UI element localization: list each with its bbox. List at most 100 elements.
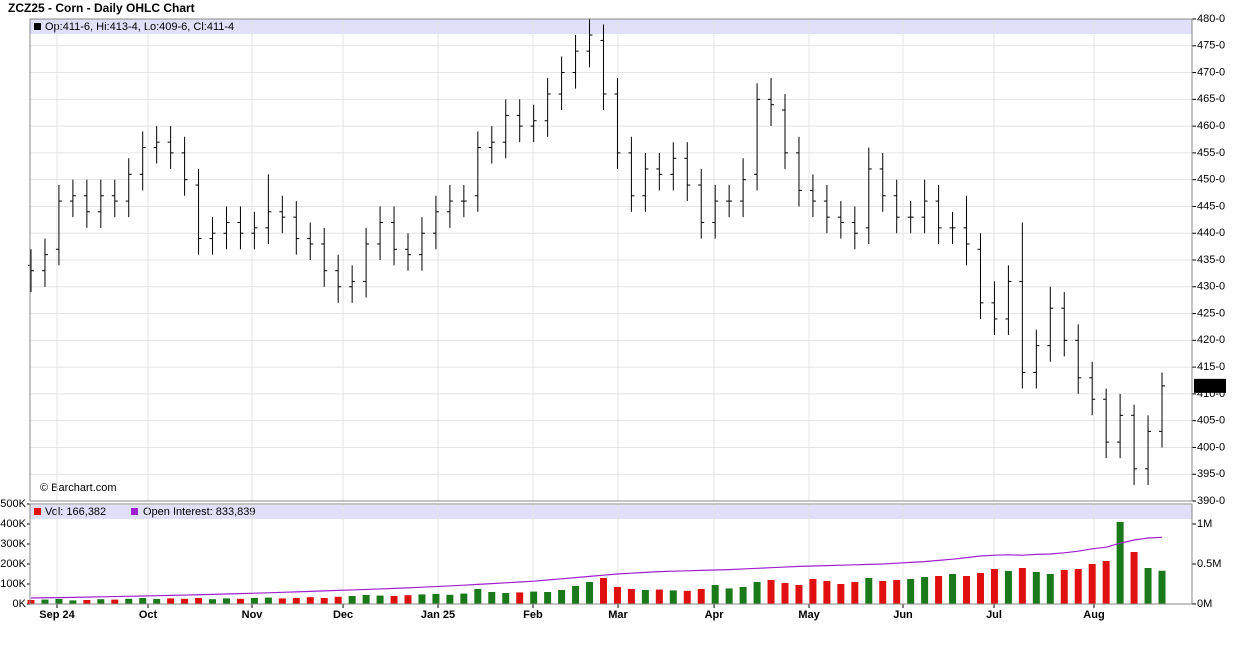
- volume-bar: [809, 579, 817, 604]
- y-tick-label: 390-0: [1197, 495, 1225, 507]
- volume-bar: [250, 598, 258, 604]
- y-tick-label: 415-0: [1197, 361, 1225, 373]
- volume-bar: [209, 599, 217, 604]
- legend-swatch: [34, 23, 41, 30]
- volume-bar: [1116, 522, 1124, 604]
- vol-tick-label: 100K: [0, 578, 26, 590]
- volume-bar: [348, 596, 356, 604]
- volume-bar: [586, 582, 594, 604]
- volume-bar: [362, 595, 370, 604]
- volume-bar: [1102, 561, 1110, 604]
- volume-bar: [963, 576, 971, 604]
- volume-bar: [865, 578, 873, 604]
- volume-bar: [1004, 571, 1012, 604]
- volume-bar: [306, 597, 314, 604]
- volume-bar: [530, 591, 538, 604]
- vol-tick-label: 400K: [0, 518, 26, 530]
- x-tick-label: Aug: [1083, 609, 1104, 621]
- x-tick-label: Sep 24: [39, 609, 75, 621]
- x-tick-label: Jun: [893, 609, 913, 621]
- volume-bar: [404, 595, 412, 604]
- price-legend: Op:411-6, Hi:413-4, Lo:409-6, Cl:411-4: [45, 21, 234, 33]
- volume-bar: [181, 598, 189, 604]
- volume-bar: [111, 599, 119, 604]
- volume-legend-band: [30, 505, 1192, 519]
- volume-bar: [41, 599, 49, 604]
- volume-bar: [1060, 570, 1068, 604]
- volume-bar: [641, 590, 649, 604]
- y-tick-label: 465-0: [1197, 93, 1225, 105]
- volume-bar: [278, 598, 286, 604]
- y-tick-label: 445-0: [1197, 200, 1225, 212]
- y-tick-label: 480-0: [1197, 13, 1225, 25]
- y-tick-label: 430-0: [1197, 281, 1225, 293]
- oi-tick-label: 0M: [1197, 598, 1212, 610]
- volume-bar: [976, 573, 984, 604]
- volume-bar: [474, 589, 482, 604]
- volume-bar: [97, 599, 105, 604]
- y-tick-label: 475-0: [1197, 40, 1225, 52]
- volume-bar: [613, 587, 621, 604]
- volume-bar: [502, 593, 510, 604]
- volume-bar: [683, 590, 691, 604]
- plot: 390-0395-0400-0405-0410-0415-0420-0425-0…: [0, 13, 1226, 621]
- volume-bar: [851, 582, 859, 604]
- volume-bar: [697, 589, 705, 604]
- vol-tick-label: 300K: [0, 538, 26, 550]
- volume-bar: [949, 574, 957, 604]
- volume-bar: [264, 597, 272, 604]
- volume-bar: [460, 593, 468, 604]
- volume-bar: [1130, 552, 1138, 604]
- volume-bar: [711, 585, 719, 604]
- volume-bar: [990, 569, 998, 604]
- x-tick-label: Oct: [139, 609, 158, 621]
- volume-bar: [572, 586, 580, 604]
- x-tick-label: May: [798, 609, 820, 621]
- volume-bar: [781, 583, 789, 604]
- volume-bar: [837, 584, 845, 604]
- volume-bar: [125, 598, 133, 604]
- vol-tick-label: 0K: [13, 598, 27, 610]
- y-tick-label: 470-0: [1197, 66, 1225, 78]
- volume-bar: [390, 596, 398, 604]
- volume-legend: Vol: 166,382: [45, 506, 106, 518]
- volume-bar: [139, 598, 147, 604]
- volume-bar: [69, 600, 77, 604]
- volume-bar: [1158, 570, 1166, 604]
- y-tick-label: 450-0: [1197, 174, 1225, 186]
- volume-bar: [195, 598, 203, 604]
- volume-bar: [739, 587, 747, 604]
- volume-bar: [55, 599, 63, 604]
- volume-bar: [488, 592, 496, 604]
- volume-bar: [27, 600, 35, 604]
- x-tick-label: Mar: [608, 609, 628, 621]
- vol-tick-label: 500K: [0, 498, 26, 510]
- x-tick-label: Jan 25: [421, 609, 455, 621]
- y-tick-label: 405-0: [1197, 415, 1225, 427]
- volume-bar: [236, 598, 244, 604]
- volume-bar: [1088, 564, 1096, 604]
- volume-swatch: [34, 508, 41, 515]
- open-interest-line: [30, 536, 1163, 599]
- volume-bar: [334, 596, 342, 604]
- volume-frame: [29, 503, 1193, 605]
- price-legend-band: [30, 19, 1192, 34]
- volume-bar: [767, 580, 775, 604]
- volume-bar: [418, 594, 426, 604]
- volume-bar: [627, 589, 635, 604]
- y-tick-label: 425-0: [1197, 307, 1225, 319]
- volume-bar: [599, 578, 607, 604]
- volume-bar: [795, 585, 803, 604]
- last-price-box: [1194, 378, 1226, 393]
- volume-bar: [446, 594, 454, 604]
- volume-bar: [879, 581, 887, 604]
- oi-tick-label: 0.5M: [1197, 558, 1221, 570]
- volume-bar: [544, 592, 552, 604]
- x-tick-label: Apr: [705, 609, 725, 621]
- volume-bar: [516, 592, 524, 604]
- credit: © Barchart.com: [40, 482, 117, 494]
- volume-bar: [753, 582, 761, 604]
- y-tick-label: 460-0: [1197, 120, 1225, 132]
- volume-bar: [558, 590, 566, 604]
